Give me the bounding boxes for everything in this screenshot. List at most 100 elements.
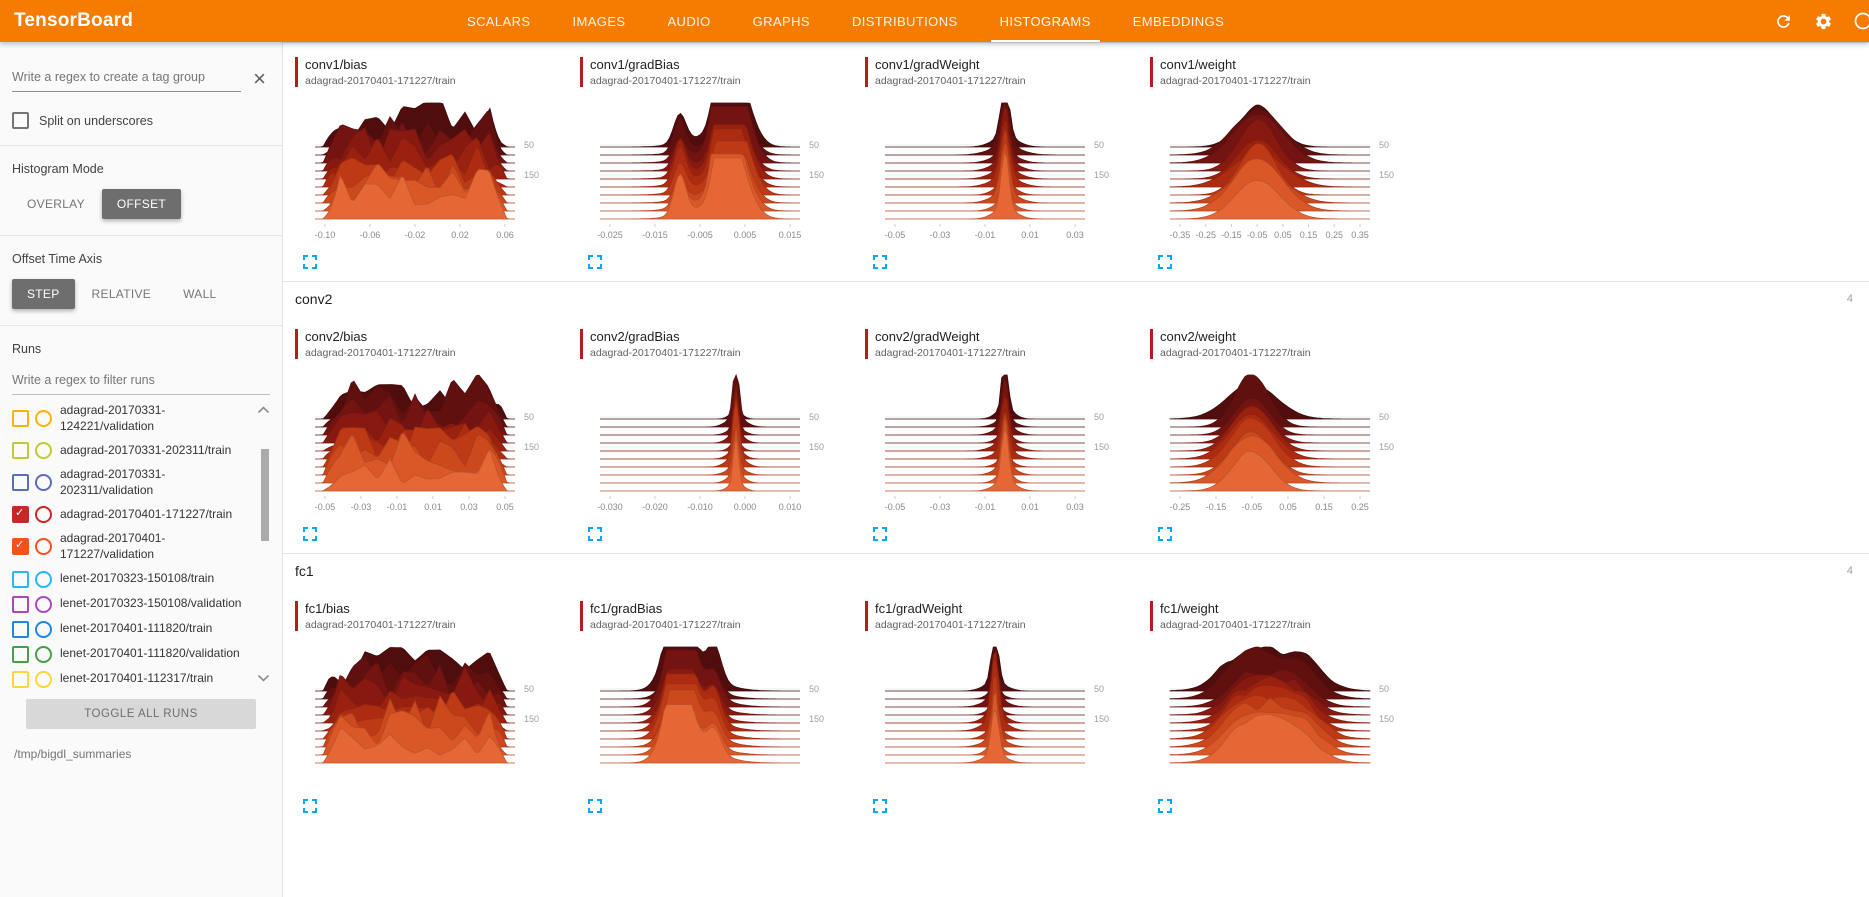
tab-distributions[interactable]: DISTRIBUTIONS (851, 13, 958, 29)
svg-text:50: 50 (809, 684, 819, 694)
tab-histograms[interactable]: HISTOGRAMS (979, 0, 1112, 42)
card-header: fc1/gradWeight adagrad-20170401-171227/tr… (865, 601, 1150, 631)
card-title: conv2/gradWeight (875, 329, 980, 344)
run-item[interactable]: ✓ adagrad-20170401-171227/validation (12, 527, 270, 566)
histogram-mode-overlay-button[interactable]: OVERLAY (12, 189, 100, 219)
svg-text:-0.25: -0.25 (1195, 230, 1216, 240)
expand-icon[interactable] (1158, 255, 1172, 269)
run-checkbox[interactable]: ✓ (12, 538, 29, 556)
svg-text:-0.015: -0.015 (642, 230, 668, 240)
run-label: lenet-20170401-111820/train (60, 621, 213, 636)
svg-text:-0.025: -0.025 (597, 230, 623, 240)
help-icon[interactable] (1853, 11, 1869, 31)
card-header: fc1/bias adagrad-20170401-171227/train (295, 601, 580, 631)
tag-regex-input[interactable] (12, 66, 242, 92)
scrollbar-thumb[interactable] (261, 449, 269, 541)
scroll-down-icon[interactable] (257, 669, 270, 687)
svg-text:0.015: 0.015 (779, 230, 802, 240)
tab-scalars[interactable]: SCALARS (467, 13, 531, 29)
svg-text:0.02: 0.02 (451, 230, 469, 240)
histogram-mode-label: Histogram Mode (12, 162, 104, 176)
svg-text:-0.05: -0.05 (1247, 230, 1268, 240)
refresh-icon[interactable] (1773, 11, 1793, 31)
clear-filter-icon[interactable]: × (253, 66, 266, 91)
run-label: adagrad-20170331-202311/train (60, 442, 232, 457)
histogram-card: fc1/bias adagrad-20170401-171227/train 50 1… (295, 593, 580, 815)
run-color-radio[interactable] (35, 570, 52, 588)
histogram-card: conv1/gradWeight adagrad-20170401-171227/… (865, 49, 1150, 271)
svg-text:50: 50 (1094, 140, 1104, 150)
run-checkbox[interactable] (12, 570, 29, 588)
histogram-card: fc1/gradWeight adagrad-20170401-171227/tr… (865, 593, 1150, 815)
run-color-radio[interactable] (35, 595, 52, 613)
tab-graphs[interactable]: GRAPHS (752, 13, 810, 29)
svg-text:0.05: 0.05 (1279, 502, 1297, 512)
run-checkbox[interactable] (12, 410, 29, 428)
expand-icon[interactable] (873, 799, 887, 813)
run-checkbox[interactable] (12, 670, 29, 688)
scroll-up-icon[interactable] (257, 401, 270, 419)
expand-icon[interactable] (873, 255, 887, 269)
split-underscores-row[interactable]: Split on underscores (12, 112, 270, 129)
toggle-all-runs-button[interactable]: TOGGLE ALL RUNS (26, 699, 256, 729)
svg-text:150: 150 (809, 170, 824, 180)
expand-icon[interactable] (873, 527, 887, 541)
run-checkbox[interactable] (12, 620, 29, 638)
tab-images[interactable]: IMAGES (572, 13, 626, 29)
run-color-radio[interactable] (35, 645, 52, 663)
run-item[interactable]: lenet-20170401-111820/train (12, 617, 270, 642)
tab-embeddings[interactable]: EMBEDDINGS (1132, 13, 1225, 29)
run-color-radio[interactable] (35, 442, 52, 460)
expand-icon[interactable] (1158, 527, 1172, 541)
card-run-name: adagrad-20170401-171227/train (590, 75, 741, 87)
run-item[interactable]: adagrad-20170331-202311/train (12, 438, 270, 463)
run-item[interactable]: ✓ adagrad-20170401-171227/train (12, 502, 270, 527)
card-title: fc1/gradWeight (875, 601, 963, 616)
run-color-radio[interactable] (35, 670, 52, 688)
run-item[interactable]: lenet-20170323-150108/validation (12, 592, 270, 617)
histogram-card: conv1/gradBias adagrad-20170401-171227/tr… (580, 49, 865, 271)
card-header: conv2/gradBias adagrad-20170401-171227/tr… (580, 329, 865, 359)
header-actions (1773, 11, 1869, 31)
cards-row: conv2/bias adagrad-20170401-171227/train 5… (283, 315, 1869, 553)
run-item[interactable]: lenet-20170401-112317/train (12, 667, 270, 689)
expand-icon[interactable] (303, 255, 317, 269)
run-color-radio[interactable] (35, 506, 52, 524)
expand-icon[interactable] (303, 799, 317, 813)
run-item[interactable]: adagrad-20170331-202311/validation (12, 463, 270, 502)
card-title: conv1/gradWeight (875, 57, 980, 72)
run-color-radio[interactable] (35, 538, 52, 556)
run-label: lenet-20170323-150108/train (60, 571, 215, 586)
split-underscores-checkbox[interactable] (12, 112, 29, 129)
run-item[interactable]: lenet-20170323-150108/train (12, 567, 270, 592)
section-header[interactable]: conv2 4 (283, 282, 1869, 315)
tab-audio[interactable]: AUDIO (667, 13, 711, 29)
card-header: conv1/bias adagrad-20170401-171227/train (295, 57, 580, 87)
svg-text:50: 50 (1094, 412, 1104, 422)
run-color-radio[interactable] (35, 410, 52, 428)
run-checkbox[interactable] (12, 474, 29, 492)
offset-axis-relative-button[interactable]: RELATIVE (77, 279, 167, 309)
run-color-radio[interactable] (35, 474, 52, 492)
expand-icon[interactable] (588, 527, 602, 541)
run-item[interactable]: lenet-20170401-111820/validation (12, 642, 270, 667)
run-color-radio[interactable] (35, 620, 52, 638)
run-checkbox[interactable] (12, 645, 29, 663)
run-item[interactable]: adagrad-20170331-124221/validation (12, 399, 270, 438)
settings-gear-icon[interactable] (1813, 11, 1833, 31)
runs-regex-input[interactable] (12, 369, 270, 395)
expand-icon[interactable] (1158, 799, 1172, 813)
histogram-chart: 50 150 -0.25 -0.15 -0.05 0.05 0.15 0.25 (1169, 374, 1394, 512)
histogram-chart: 50 150 (315, 647, 539, 764)
offset-axis-wall-button[interactable]: WALL (168, 279, 231, 309)
section-header[interactable]: fc1 4 (283, 554, 1869, 587)
section-name: conv2 (295, 291, 333, 307)
offset-axis-step-button[interactable]: STEP (12, 279, 75, 309)
expand-icon[interactable] (303, 527, 317, 541)
run-checkbox[interactable] (12, 442, 29, 460)
expand-icon[interactable] (588, 799, 602, 813)
run-checkbox[interactable] (12, 595, 29, 613)
histogram-mode-offset-button[interactable]: OFFSET (101, 189, 182, 219)
run-checkbox[interactable]: ✓ (12, 506, 29, 524)
expand-icon[interactable] (588, 255, 602, 269)
